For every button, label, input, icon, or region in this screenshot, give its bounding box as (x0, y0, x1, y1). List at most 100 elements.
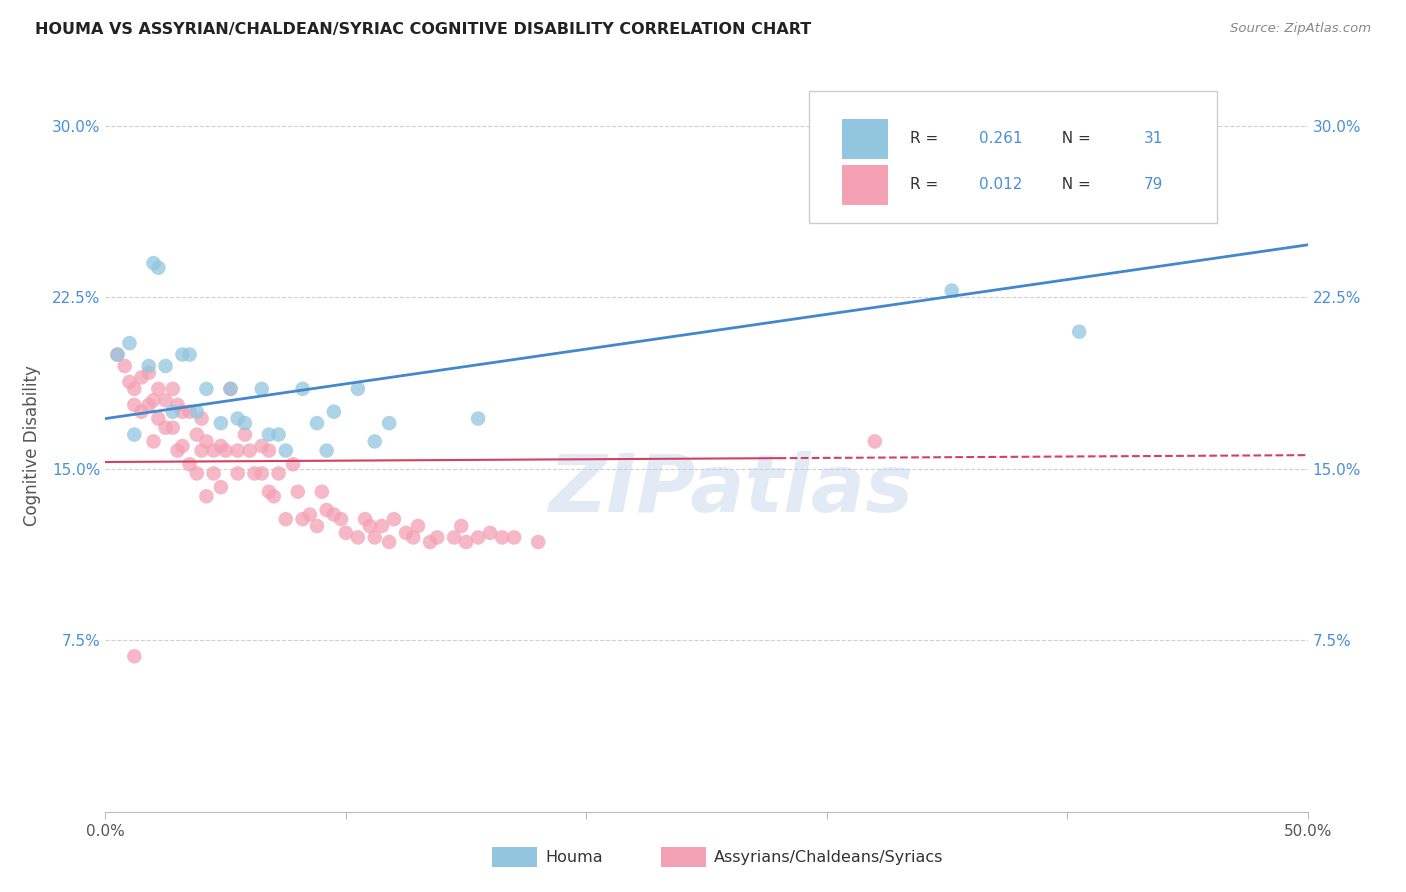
Point (257, 443, 280, 458)
Point (124, 427, 146, 442)
Point (354, 512, 377, 526)
Text: R =: R = (910, 131, 943, 146)
Point (202, 443, 225, 458)
Y-axis label: Cognitive Disability: Cognitive Disability (22, 366, 41, 526)
Point (148, 260, 170, 275)
Point (186, 427, 208, 442)
Point (179, 405, 201, 419)
Point (322, 508, 344, 522)
Text: 79: 79 (1144, 178, 1164, 193)
Point (315, 503, 337, 517)
Point (155, 420, 177, 434)
Point (402, 530, 425, 544)
Point (162, 420, 184, 434)
Point (359, 519, 381, 533)
Point (311, 484, 333, 499)
Point (179, 347, 201, 362)
Point (114, 359, 136, 373)
Point (162, 405, 184, 419)
Point (138, 366, 160, 380)
Point (118, 375, 141, 389)
Point (267, 427, 290, 442)
Text: N =: N = (1052, 178, 1095, 193)
Text: 0.012: 0.012 (980, 178, 1022, 193)
Point (179, 458, 201, 472)
Point (124, 398, 146, 412)
Point (347, 382, 370, 396)
Point (863, 434, 886, 449)
Point (226, 443, 249, 458)
Point (209, 480, 232, 494)
Point (148, 411, 170, 425)
Point (186, 405, 208, 419)
Text: Assyrians/Chaldeans/Syriacs: Assyrians/Chaldeans/Syriacs (714, 850, 943, 864)
Point (347, 530, 370, 544)
Point (263, 489, 285, 503)
Point (142, 256, 165, 270)
Point (142, 393, 165, 408)
Point (527, 535, 550, 549)
Point (274, 443, 297, 458)
Point (239, 443, 262, 458)
Point (395, 525, 418, 540)
Point (142, 434, 165, 449)
Point (155, 359, 177, 373)
Point (330, 512, 353, 526)
Point (148, 382, 170, 396)
Point (162, 382, 184, 396)
Point (274, 512, 297, 526)
Point (226, 467, 249, 481)
Point (190, 411, 212, 425)
Text: 31: 31 (1144, 131, 1164, 146)
Point (209, 439, 232, 453)
Point (190, 443, 212, 458)
Text: R =: R = (910, 178, 943, 193)
Point (124, 382, 146, 396)
Point (291, 512, 314, 526)
FancyBboxPatch shape (842, 119, 889, 159)
Text: ZIPatlas: ZIPatlas (548, 450, 912, 529)
Point (467, 530, 489, 544)
FancyBboxPatch shape (842, 165, 889, 205)
Point (131, 370, 153, 384)
Point (305, 416, 328, 430)
Text: HOUMA VS ASSYRIAN/CHALDEAN/SYRIAC COGNITIVE DISABILITY CORRELATION CHART: HOUMA VS ASSYRIAN/CHALDEAN/SYRIAC COGNIT… (35, 22, 811, 37)
Point (219, 382, 242, 396)
Point (479, 525, 502, 540)
Point (172, 405, 194, 419)
Point (315, 443, 337, 458)
Point (419, 535, 441, 549)
Point (364, 530, 387, 544)
Point (243, 467, 266, 481)
Text: Houma: Houma (546, 850, 603, 864)
Point (335, 525, 357, 540)
Text: Source: ZipAtlas.com: Source: ZipAtlas.com (1230, 22, 1371, 36)
Point (364, 434, 387, 449)
Point (172, 439, 194, 453)
Point (233, 416, 256, 430)
Point (195, 489, 218, 503)
Text: N =: N = (1052, 131, 1095, 146)
Point (491, 530, 513, 544)
Point (371, 519, 394, 533)
Point (219, 382, 242, 396)
Point (226, 411, 249, 425)
Point (454, 535, 477, 549)
Point (214, 443, 236, 458)
Point (443, 530, 465, 544)
Point (195, 382, 218, 396)
Point (815, 130, 838, 145)
Point (107, 347, 129, 362)
Point (138, 359, 160, 373)
Point (172, 347, 194, 362)
Point (155, 393, 177, 408)
Point (298, 508, 321, 522)
Point (305, 519, 328, 533)
Point (287, 484, 309, 499)
Point (124, 649, 146, 664)
Point (467, 411, 489, 425)
Point (378, 535, 401, 549)
Point (406, 519, 429, 533)
Point (166, 398, 188, 412)
Point (257, 484, 280, 499)
